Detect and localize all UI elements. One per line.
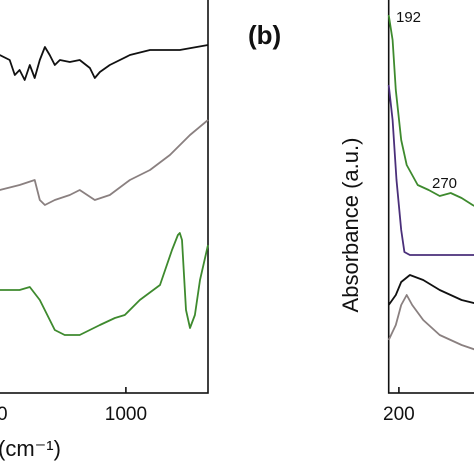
line-series: [387, 84, 474, 256]
panel-label: (b): [248, 20, 281, 50]
line-series: [387, 294, 474, 351]
line-series: [0, 232, 209, 336]
line-series: [0, 44, 209, 81]
line-series: [387, 274, 474, 306]
annotation: 270: [432, 175, 457, 192]
annotation: 192: [396, 9, 421, 26]
x-tick-label: 500: [0, 404, 8, 425]
y-axis-label: Absorbance (a.u.): [338, 138, 363, 313]
line-series: [0, 119, 209, 206]
plot-frame: [387, 0, 474, 394]
plot-frame: [0, 0, 209, 394]
x-tick-label: 200: [383, 404, 415, 425]
x-axis-label: (cm⁻¹): [0, 436, 61, 461]
line-series: [387, 14, 474, 207]
x-tick-label: 1000: [105, 404, 147, 425]
